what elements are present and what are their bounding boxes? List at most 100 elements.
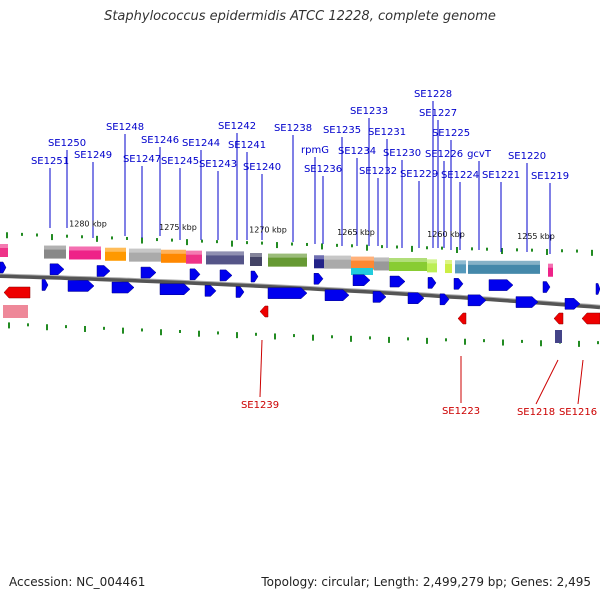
scale-tick: [51, 234, 53, 241]
forward-gene-arrow: [49, 263, 65, 276]
scale-tick: [502, 339, 504, 346]
scale-tick: [441, 246, 443, 250]
scale-tick: [331, 335, 333, 339]
gene-label: SE1233: [350, 106, 388, 117]
scale-tick: [351, 244, 353, 248]
feature-block-shine: [468, 260, 540, 265]
gene-label: SE1239: [241, 400, 279, 411]
feature-block: [314, 255, 324, 269]
feature-block: [324, 255, 351, 269]
topology-label: Topology: circular; Length: 2,499,279 bp…: [261, 575, 591, 589]
gene-leader-line: [577, 359, 584, 405]
scale-tick: [201, 239, 203, 243]
gene-label: SE1219: [531, 171, 569, 182]
scale-tick: [36, 233, 38, 237]
feature-block-shine: [129, 248, 161, 253]
scale-tick: [531, 248, 533, 252]
forward-gene-arrow: [219, 269, 233, 282]
feature-block: [351, 256, 374, 270]
forward-gene-arrow: [140, 266, 157, 279]
gene-label: SE1232: [359, 166, 397, 177]
feature-block-shine: [445, 260, 452, 265]
gene-label: SE1226: [425, 149, 463, 160]
forward-gene-arrow: [250, 270, 259, 283]
scale-tick: [411, 245, 413, 252]
forward-gene-arrow: [96, 265, 111, 277]
scale-tick: [6, 232, 8, 239]
gene-label: SE1251: [31, 156, 69, 167]
gene-label: SE1228: [414, 89, 452, 100]
gene-label: SE1242: [218, 121, 256, 132]
forward-gene-arrow: [67, 280, 95, 292]
gene-label: SE1229: [400, 169, 438, 180]
scale-tick: [246, 241, 248, 245]
scale-label: 1265 kbp: [337, 228, 375, 237]
scale-tick: [126, 236, 128, 240]
scale-tick: [160, 329, 162, 336]
scale-tick: [350, 335, 352, 342]
feature-block: [186, 250, 202, 264]
gene-label: SE1230: [383, 148, 421, 159]
gene-label: SE1221: [482, 170, 520, 181]
gene-label: SE1238: [274, 123, 312, 134]
scale-tick: [84, 325, 86, 332]
gene-label: SE1223: [442, 406, 480, 417]
feature-block: [468, 260, 540, 274]
forward-gene-arrow: [111, 281, 135, 294]
feature-block-shine: [324, 255, 351, 260]
feature-block: [445, 260, 452, 274]
scale-tick: [217, 331, 219, 335]
scale-tick: [464, 338, 466, 345]
scale-tick: [81, 235, 83, 239]
scale-tick: [179, 329, 181, 333]
reverse-gene-arrow: [457, 312, 467, 325]
feature-block-shine: [351, 256, 374, 261]
forward-gene-arrow: [189, 268, 201, 281]
forward-gene-arrow: [427, 277, 437, 289]
feature-block: [250, 253, 262, 266]
scale-tick: [388, 336, 390, 343]
scale-tick: [471, 247, 473, 251]
scale-tick: [186, 239, 188, 246]
feature-block-shine: [69, 246, 101, 251]
feature-block: [44, 245, 66, 259]
reverse-gene-arrow: [3, 286, 31, 299]
scale-tick: [578, 340, 580, 347]
backbone-highlight: [0, 273, 600, 306]
gene-label: SE1249: [74, 150, 112, 161]
scale-tick: [407, 337, 409, 341]
scale-tick: [597, 341, 599, 345]
scale-tick: [111, 236, 113, 240]
forward-gene-arrow: [324, 289, 350, 301]
forward-gene-arrow: [439, 293, 450, 306]
gene-label: SE1245: [161, 156, 199, 167]
scale-label: 1275 kbp: [159, 223, 197, 232]
scale-tick: [261, 241, 263, 245]
scale-tick: [483, 339, 485, 343]
feature-block: [69, 246, 101, 260]
forward-gene-arrow: [515, 296, 539, 308]
feature-block: [555, 330, 562, 343]
reverse-gene-arrow: [553, 312, 564, 325]
gene-label: SE1231: [368, 127, 406, 138]
feature-block: [105, 247, 126, 261]
gene-label: gcvT: [467, 149, 492, 160]
feature-block: [129, 248, 161, 262]
gene-label: SE1235: [323, 125, 361, 136]
feature-block: [455, 260, 466, 274]
feature-block: [206, 251, 244, 265]
forward-gene-arrow: [453, 278, 464, 290]
reverse-gene-arrow: [581, 312, 600, 325]
scale-tick: [198, 330, 200, 337]
gene-leader-line: [259, 339, 263, 398]
feature-block-shine: [44, 245, 66, 250]
scale-tick: [171, 238, 173, 242]
scale-tick: [591, 249, 593, 256]
gene-label: rpmG: [301, 145, 329, 156]
forward-gene-arrow: [389, 275, 406, 288]
scale-tick: [274, 333, 276, 340]
gene-leader-line: [535, 359, 559, 405]
feature-block: [0, 244, 8, 257]
gene-label: SE1248: [106, 122, 144, 133]
gene-label: SE1244: [182, 138, 220, 149]
